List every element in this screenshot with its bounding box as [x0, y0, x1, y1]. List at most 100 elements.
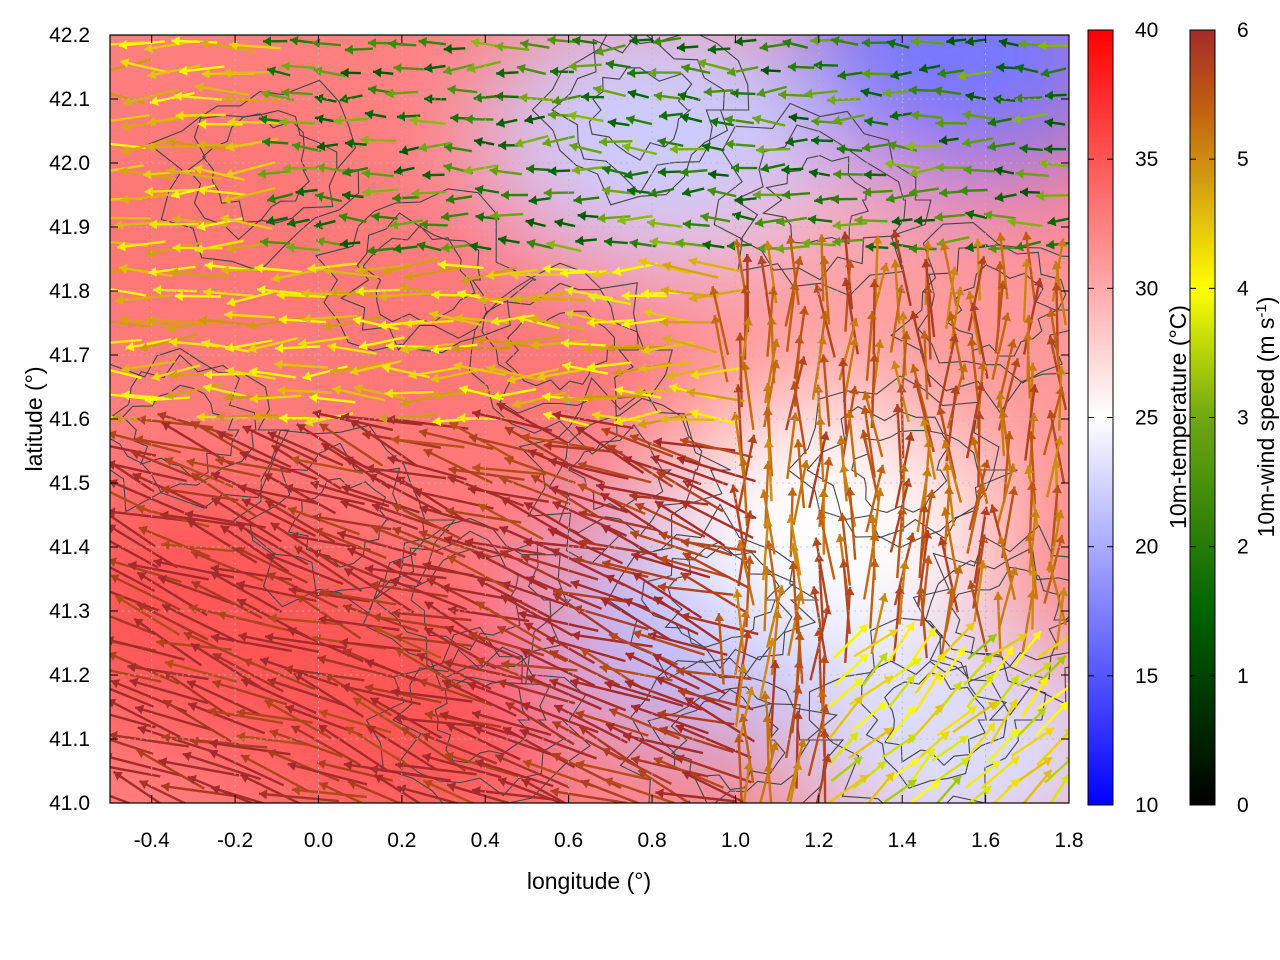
wind-arrow-head [524, 502, 534, 511]
wind-arrow-shaft [613, 409, 662, 425]
wind-arrow-head [770, 359, 780, 369]
wind-arrow-shaft [662, 263, 719, 279]
wind-arrow-head [866, 311, 877, 320]
wind-arrow-head [86, 268, 94, 278]
wind-arrow-shaft [318, 710, 392, 734]
wind-arrow-head [119, 315, 129, 325]
wind-arrow-shaft [657, 585, 734, 596]
wind-arrow-head [974, 411, 985, 420]
wind-arrow-shaft [785, 281, 797, 352]
wind-arrow-head [882, 87, 892, 98]
wind-arrow-head [223, 67, 232, 78]
wind-arrow-head [149, 96, 159, 106]
x-tick-label: 0.6 [554, 829, 583, 852]
wind-arrow-head [977, 256, 988, 266]
wind-arrow-head [682, 770, 692, 780]
wind-arrow-head [110, 574, 120, 584]
wind-arrow-head [601, 525, 611, 534]
wind-arrow-head [983, 210, 993, 221]
wind-arrow-head [500, 550, 510, 559]
wind-arrow-head [890, 70, 900, 80]
wind-arrow-head [813, 60, 822, 71]
wind-arrow-shaft [416, 652, 492, 690]
wind-arrow-head [173, 91, 183, 102]
wind-arrow-shaft [822, 255, 831, 325]
wind-arrow-shaft [1010, 726, 1055, 757]
wind-arrow-head [666, 370, 675, 381]
wind-arrow-shaft [657, 711, 735, 726]
wind-arrow-head [119, 166, 128, 177]
wind-arrow-head [600, 493, 611, 502]
wind-arrow-head [582, 343, 591, 354]
wind-arrow-head [653, 437, 662, 448]
wind-arrow-head [263, 473, 273, 482]
wind-arrow-head [752, 189, 761, 200]
wind-arrow-head [200, 38, 209, 49]
wind-arrow-head [660, 317, 668, 328]
wind-arrow-shaft [652, 653, 726, 695]
wind-arrow-shaft [892, 229, 912, 307]
wind-arrow-head [949, 333, 959, 343]
wind-arrow-head [526, 164, 535, 174]
wind-arrow-shaft [967, 256, 986, 332]
wind-arrow-shaft [431, 389, 489, 398]
wind-arrow-head [489, 166, 499, 176]
wind-arrow-shaft [468, 632, 545, 657]
wind-arrow-head [477, 294, 486, 305]
wind-arrow-head [657, 137, 667, 147]
wind-arrow-head [204, 260, 214, 271]
wind-arrow-head [1046, 308, 1057, 318]
wind-arrow-head [904, 432, 915, 442]
x-tick-label: 0.0 [304, 829, 333, 852]
wind-arrow-head [548, 166, 557, 177]
wind-arrow-head [1021, 258, 1032, 267]
wind-arrow-head [1010, 778, 1020, 788]
wind-arrow-head [629, 238, 639, 249]
wind-arrow-head [139, 342, 149, 352]
wind-arrow-shaft [241, 498, 317, 538]
wind-arrow-head [469, 241, 479, 252]
wind-colorbar-title: 10m-wind speed (m s-1) [1253, 297, 1280, 538]
wind-arrow-head [281, 87, 290, 98]
wind-arrow-shaft [1022, 769, 1053, 803]
wind-arrow-head [906, 706, 916, 716]
wind-arrow-shaft [630, 704, 709, 735]
wind-arrow-head [727, 66, 736, 77]
wind-arrow-head [657, 167, 666, 178]
wind-arrow-head [1007, 217, 1017, 228]
wind-arrow-head [587, 361, 596, 372]
wind-arrow-head [1017, 633, 1028, 643]
wind-arrow-shaft [332, 387, 386, 402]
wind-arrow-head [878, 593, 889, 603]
wind-arrow-shaft [675, 755, 752, 784]
wind-arrow-shaft [968, 290, 982, 355]
wind-arrow-shaft [682, 479, 757, 520]
wind-arrow-shaft [808, 431, 828, 509]
wind-arrow-shaft [911, 310, 932, 388]
wind-arrow-shaft [630, 757, 709, 778]
wind-arrow-head [323, 321, 333, 332]
wind-arrow-shaft [110, 638, 185, 661]
wind-arrow-shaft [812, 586, 828, 662]
x-tick-label: 1.2 [804, 829, 833, 852]
wind-arrow-head [210, 633, 220, 643]
wind-arrow-shaft [110, 445, 157, 457]
wind-arrow-head [472, 786, 481, 796]
wind-arrow-shaft [210, 635, 292, 653]
wind-arrow-head [447, 555, 457, 565]
wind-arrow-head [120, 194, 129, 205]
wind-arrow-shaft [506, 367, 559, 383]
wind-arrow-shaft [390, 690, 473, 703]
wind-arrow-head [451, 343, 460, 354]
wind-arrow-shaft [575, 761, 649, 781]
wind-arrow-shaft [164, 661, 237, 683]
wind-arrow-head [525, 218, 535, 228]
wind-arrow-head [91, 316, 100, 326]
wind-arrow-shaft [505, 701, 575, 746]
wind-arrow-head [289, 531, 299, 542]
wind-arrow-head [323, 266, 333, 277]
wind-arrow-head [110, 557, 117, 567]
x-tick-label: 0.8 [637, 829, 666, 852]
wind-arrow-head [965, 622, 975, 632]
wind-arrow-head [967, 706, 977, 716]
